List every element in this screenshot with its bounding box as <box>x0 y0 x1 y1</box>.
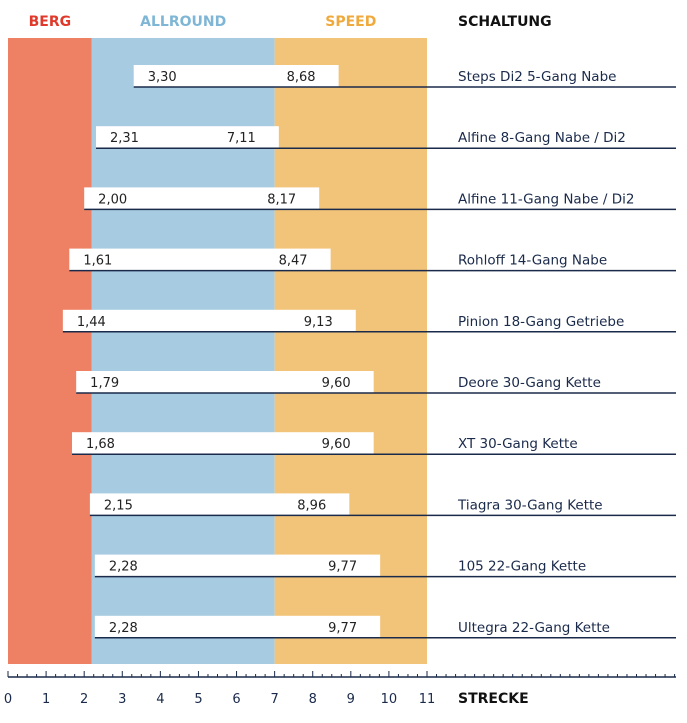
x-tick-label: 1 <box>42 692 50 707</box>
x-tick-label: 4 <box>156 692 164 707</box>
x-tick-label: 8 <box>309 692 317 707</box>
max-value-label: 9,77 <box>328 621 357 636</box>
min-value-label: 2,31 <box>110 131 139 146</box>
max-value-label: 7,11 <box>227 131 256 146</box>
zone-label-allround: ALLROUND <box>140 14 226 30</box>
max-value-label: 9,60 <box>322 376 351 391</box>
max-value-label: 8,68 <box>287 70 316 85</box>
x-tick-label: 9 <box>347 692 355 707</box>
range-bar <box>89 493 350 516</box>
max-value-label: 9,13 <box>304 315 333 330</box>
range-bar <box>84 187 320 210</box>
min-value-label: 1,68 <box>86 437 115 452</box>
range-bar <box>95 126 279 149</box>
max-value-label: 8,96 <box>297 498 326 513</box>
row-label: Ultegra 22-Gang Kette <box>458 620 610 636</box>
row-label: Tiagra 30-Gang Kette <box>457 497 603 513</box>
row-label: Rohloff 14-Gang Nabe <box>458 253 607 269</box>
range-bar <box>69 248 331 271</box>
x-tick-label: 7 <box>270 692 278 707</box>
range-bar <box>133 65 339 87</box>
zone-berg <box>8 38 92 664</box>
x-tick-label: 2 <box>80 692 88 707</box>
row-label: Alfine 8-Gang Nabe / Di2 <box>458 130 626 146</box>
x-tick-label: 3 <box>118 692 126 707</box>
row-label: Deore 30-Gang Kette <box>458 375 601 391</box>
column-header: SCHALTUNG <box>458 14 552 30</box>
x-axis-label: STRECKE <box>458 691 529 707</box>
min-value-label: 2,28 <box>109 560 138 575</box>
range-bar <box>94 615 381 638</box>
row-label: Alfine 11-Gang Nabe / Di2 <box>458 191 634 207</box>
range-bar <box>94 554 381 577</box>
max-value-label: 9,60 <box>322 437 351 452</box>
min-value-label: 2,00 <box>98 192 127 207</box>
max-value-label: 8,17 <box>267 192 296 207</box>
min-value-label: 1,61 <box>83 254 112 269</box>
min-value-label: 1,79 <box>90 376 119 391</box>
range-bar <box>62 309 356 332</box>
zone-label-berg: BERG <box>29 14 72 30</box>
x-tick-label: 11 <box>419 692 436 707</box>
x-tick-label: 6 <box>232 692 240 707</box>
max-value-label: 9,77 <box>328 560 357 575</box>
max-value-label: 8,47 <box>279 254 308 269</box>
min-value-label: 1,44 <box>77 315 106 330</box>
row-label: Pinion 18-Gang Getriebe <box>458 314 624 330</box>
min-value-label: 3,30 <box>148 70 177 85</box>
range-bar <box>76 371 374 393</box>
x-tick-label: 5 <box>194 692 202 707</box>
min-value-label: 2,28 <box>109 621 138 636</box>
row-label: 105 22-Gang Kette <box>458 559 586 575</box>
min-value-label: 2,15 <box>104 498 133 513</box>
x-tick-label: 10 <box>381 692 398 707</box>
x-tick-label: 0 <box>4 692 12 707</box>
row-label: Steps Di2 5-Gang Nabe <box>458 69 616 85</box>
row-label: XT 30-Gang Kette <box>458 436 578 452</box>
zone-label-speed: SPEED <box>325 14 376 30</box>
range-bar <box>71 432 374 455</box>
